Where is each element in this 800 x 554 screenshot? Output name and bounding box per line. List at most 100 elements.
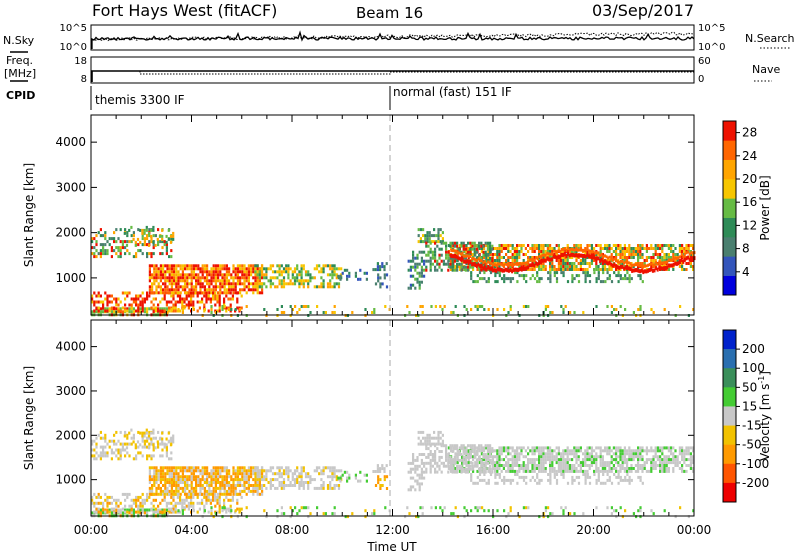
velocity-cell xyxy=(502,449,505,453)
power-cell xyxy=(287,267,290,271)
power-cell xyxy=(453,244,456,248)
velocity-cell xyxy=(637,446,640,450)
velocity-cell xyxy=(533,461,536,465)
velocity-cell xyxy=(173,469,176,473)
power-cell xyxy=(218,294,221,298)
velocity-cell xyxy=(217,481,220,484)
power-cell xyxy=(496,265,499,268)
velocity-cell xyxy=(320,469,323,473)
velocity-cell xyxy=(420,476,423,480)
velocity-cell xyxy=(104,454,107,458)
power-cell xyxy=(471,247,474,251)
velocity-cell xyxy=(229,492,232,496)
power-cell xyxy=(134,240,137,244)
velocity-cell xyxy=(173,484,176,487)
velocity-cell xyxy=(165,508,168,512)
velocity-cell xyxy=(190,492,193,496)
power-cell xyxy=(489,247,492,251)
power-cell xyxy=(212,279,215,283)
velocity-cell xyxy=(168,489,171,493)
velocity-cell xyxy=(381,484,384,487)
power-cell xyxy=(650,259,653,262)
power-cell xyxy=(549,274,552,278)
velocity-cell xyxy=(462,447,465,451)
power-cell xyxy=(218,297,221,301)
power-cell xyxy=(170,270,173,274)
power-cell xyxy=(168,291,171,295)
velocity-cell xyxy=(175,469,178,473)
velocity-cell xyxy=(582,461,585,465)
power-cell xyxy=(464,259,467,264)
power-cell xyxy=(159,307,162,311)
velocity-cell xyxy=(486,461,489,465)
power-cell xyxy=(158,234,162,238)
power-cell xyxy=(456,241,459,245)
velocity-cell xyxy=(665,464,668,467)
power-cell xyxy=(683,252,686,256)
power-cell xyxy=(487,265,490,270)
power-cell xyxy=(335,273,338,277)
power-cell xyxy=(483,308,486,311)
power-cell xyxy=(524,247,527,250)
power-cell xyxy=(659,253,662,256)
power-cell xyxy=(531,274,534,278)
velocity-cell xyxy=(612,464,615,467)
velocity-cell xyxy=(473,464,476,468)
power-cell xyxy=(496,262,499,266)
velocity-cell xyxy=(573,467,576,470)
power-cell xyxy=(302,305,305,308)
velocity-cell xyxy=(650,469,653,473)
velocity-cell xyxy=(557,449,560,453)
power-cell xyxy=(604,247,607,250)
power-cell xyxy=(612,244,615,247)
velocity-cell xyxy=(166,478,169,482)
power-data-layer xyxy=(91,225,696,317)
velocity-cell xyxy=(157,430,160,434)
velocity-cell xyxy=(102,504,105,508)
power-cell xyxy=(674,259,677,262)
velocity-cell xyxy=(161,510,164,514)
velocity-cell xyxy=(170,495,173,499)
velocity-cell xyxy=(462,455,465,459)
power-cell xyxy=(419,305,422,308)
power-cell xyxy=(181,300,184,304)
power-cell xyxy=(221,282,224,286)
power-cell xyxy=(460,268,463,272)
power-cell xyxy=(135,303,138,307)
power-cell xyxy=(282,285,286,289)
power-cell xyxy=(201,276,204,280)
velocity-cell xyxy=(128,492,131,496)
velocity-cell xyxy=(449,455,452,459)
velocity-cell xyxy=(201,486,204,490)
power-cell xyxy=(164,264,167,268)
velocity-cell xyxy=(435,436,438,440)
velocity-cell xyxy=(206,475,209,479)
velocity-cell xyxy=(203,486,206,490)
velocity-cell xyxy=(218,507,221,511)
power-cell xyxy=(538,268,541,271)
power-cell xyxy=(434,241,437,245)
velocity-cell xyxy=(329,484,332,487)
velocity-cell xyxy=(269,484,272,487)
power-cell xyxy=(612,256,615,259)
power-cell xyxy=(322,267,325,271)
velocity-cell xyxy=(115,498,118,502)
velocity-cell xyxy=(469,446,472,450)
power-cell xyxy=(599,280,603,284)
power-cell xyxy=(210,276,213,280)
power-cell xyxy=(582,259,585,262)
velocity-cell xyxy=(564,461,567,465)
power-cell xyxy=(151,285,154,289)
power-cell xyxy=(628,253,631,256)
velocity-cell xyxy=(643,449,646,453)
power-cell xyxy=(419,228,422,232)
power-cell xyxy=(165,246,168,250)
velocity-cell xyxy=(187,501,190,505)
velocity-cell xyxy=(461,461,464,465)
velocity-cell xyxy=(161,437,164,441)
power-cell xyxy=(293,279,297,283)
power-cell xyxy=(621,253,624,256)
power-cell xyxy=(485,267,488,272)
velocity-cell xyxy=(652,449,655,453)
power-cell xyxy=(663,308,666,311)
